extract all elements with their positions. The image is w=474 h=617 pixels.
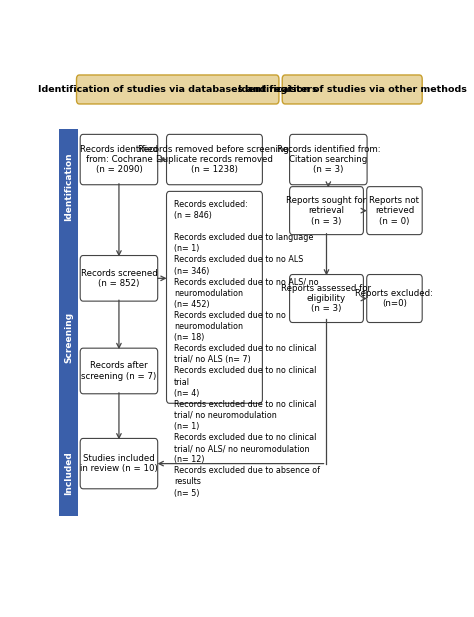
FancyBboxPatch shape [76,75,279,104]
FancyBboxPatch shape [166,191,263,404]
FancyBboxPatch shape [80,439,158,489]
FancyBboxPatch shape [59,431,78,516]
Text: Reports sought for
retrieval
(n = 3): Reports sought for retrieval (n = 3) [286,196,366,226]
Text: Reports excluded:
(n=0): Reports excluded: (n=0) [356,289,433,308]
Text: Reports not
retrieved
(n = 0): Reports not retrieved (n = 0) [369,196,419,226]
FancyBboxPatch shape [290,135,367,184]
FancyBboxPatch shape [80,135,158,184]
Text: Identification of studies via databases and registers: Identification of studies via databases … [38,85,318,94]
FancyBboxPatch shape [290,186,364,234]
Text: Records excluded:
(n = 846)

Records excluded due to language
(n= 1)
Records exc: Records excluded: (n = 846) Records excl… [174,200,320,497]
FancyBboxPatch shape [59,129,78,245]
Text: Records removed before screening:
Duplicate records removed
(n = 1238): Records removed before screening: Duplic… [137,144,292,175]
Text: Reports assessed for
eligibility
(n = 3): Reports assessed for eligibility (n = 3) [282,284,372,313]
Text: Studies included
in review (n = 10): Studies included in review (n = 10) [80,454,158,473]
Text: Identification of studies via other methods: Identification of studies via other meth… [238,85,466,94]
Text: Records screened
(n = 852): Records screened (n = 852) [81,268,157,288]
Text: Records identified
from: Cochrane
(n = 2090): Records identified from: Cochrane (n = 2… [80,144,158,175]
FancyBboxPatch shape [282,75,422,104]
Text: Identification: Identification [64,152,73,221]
Text: Records identified from:
Citation searching
(n = 3): Records identified from: Citation search… [276,144,380,175]
Text: Screening: Screening [64,312,73,363]
FancyBboxPatch shape [367,275,422,323]
FancyBboxPatch shape [290,275,364,323]
FancyBboxPatch shape [166,135,263,184]
FancyBboxPatch shape [367,186,422,234]
FancyBboxPatch shape [80,348,158,394]
Text: Included: Included [64,451,73,495]
FancyBboxPatch shape [59,245,78,431]
FancyBboxPatch shape [80,255,158,301]
Text: Records after
screening (n = 7): Records after screening (n = 7) [82,362,156,381]
